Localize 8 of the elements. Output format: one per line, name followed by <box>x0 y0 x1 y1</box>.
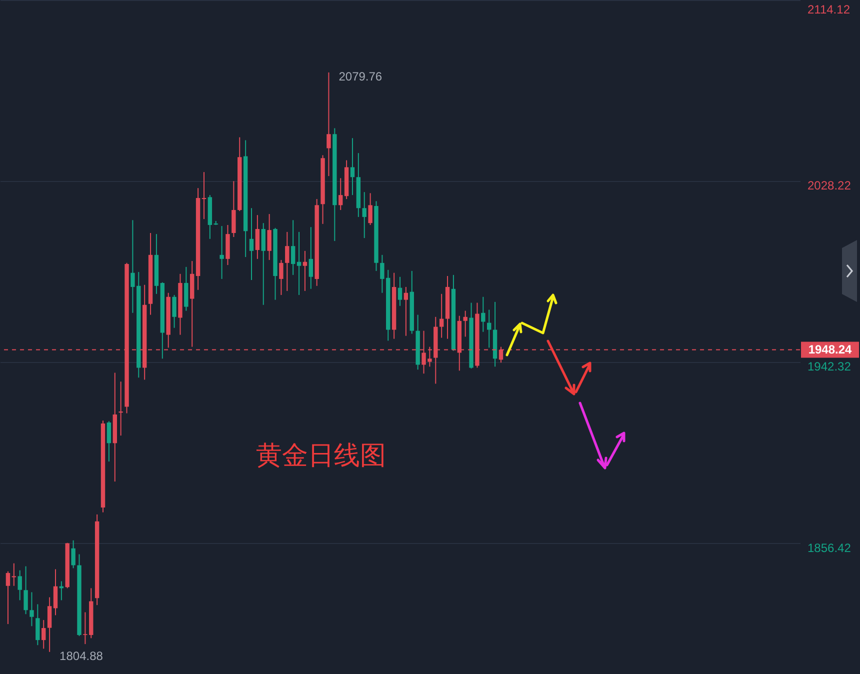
y-tick-label: 1942.32 <box>808 360 852 374</box>
y-tick-label: 1856.42 <box>808 540 852 555</box>
y-tick-label: 2028.22 <box>808 178 852 193</box>
y-tick-label: 2114.12 <box>808 2 850 16</box>
ref-line-label: 1948.24 <box>808 342 852 357</box>
annotation: 2079.76 <box>338 69 382 84</box>
annotation: 黄金日线图 <box>256 441 386 471</box>
annotation: 1804.88 <box>60 648 104 663</box>
